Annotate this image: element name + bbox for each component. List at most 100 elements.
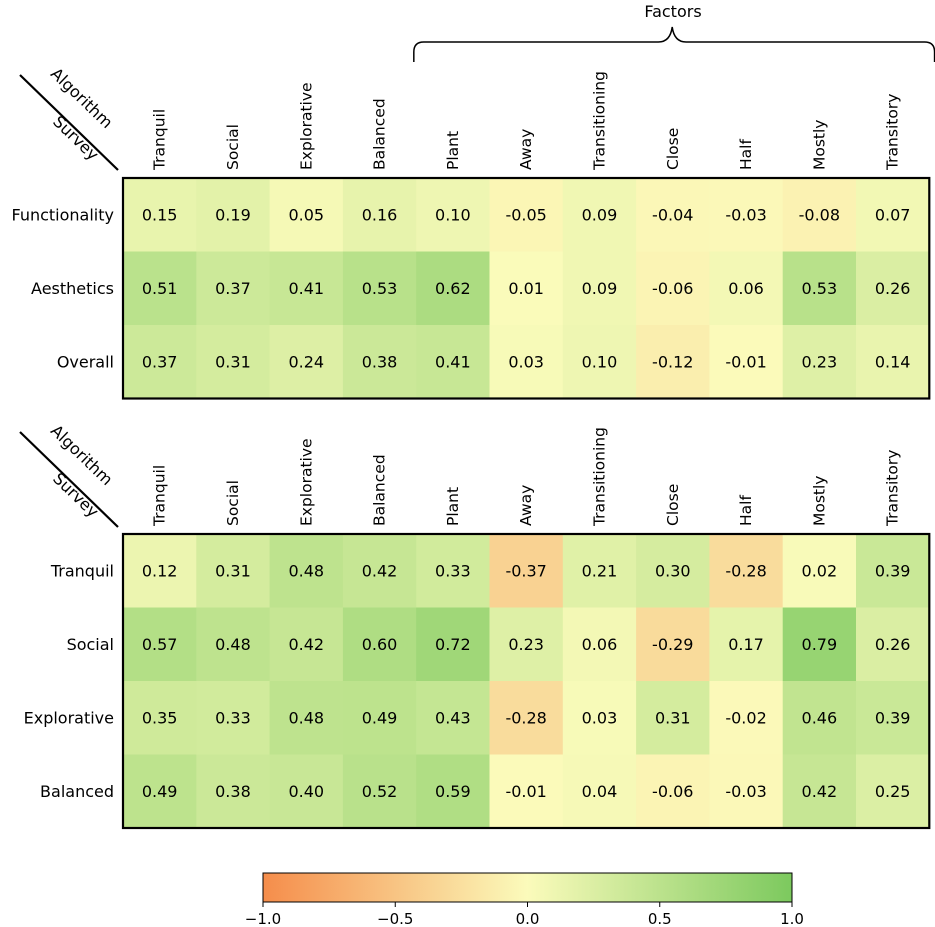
row-label: Overall <box>57 352 114 371</box>
cell-value-label: 0.25 <box>875 782 911 801</box>
heatmap-cell <box>856 607 930 682</box>
heatmap-cell <box>856 534 930 609</box>
cell-value-label: 0.03 <box>582 708 618 727</box>
heatmap-cell <box>562 534 637 609</box>
cell-value-label: 0.39 <box>875 708 911 727</box>
heatmap-cell <box>782 325 857 400</box>
cell-value-label: 0.09 <box>582 205 618 224</box>
column-label: Away <box>517 129 535 170</box>
cell-value-label: 0.31 <box>215 352 251 371</box>
heatmap-cell <box>636 681 710 756</box>
heatmap-cell <box>636 251 710 326</box>
heatmap-cell <box>123 607 197 682</box>
cell-value-label: -0.05 <box>505 205 546 224</box>
colorbar-tick-label: −1.0 <box>245 910 281 927</box>
cell-value-label: 0.38 <box>362 352 398 371</box>
column-label: Balanced <box>371 98 389 170</box>
colorbar-tick-label: 0.0 <box>516 910 540 927</box>
cell-value-label: 0.43 <box>435 708 471 727</box>
cell-value-label: 0.41 <box>288 279 324 298</box>
cell-value-label: 0.53 <box>362 279 398 298</box>
column-label: Explorative <box>297 438 315 526</box>
heatmap-cell <box>856 251 930 326</box>
heatmap-cell <box>489 325 564 400</box>
row-label: Tranquil <box>50 561 114 580</box>
heatmap-cell <box>342 534 417 609</box>
heatmap-cell <box>636 754 710 829</box>
heatmap-cell <box>709 607 784 682</box>
heatmap-cell <box>269 534 344 609</box>
row-label: Social <box>67 635 114 654</box>
cell-value-label: 0.17 <box>728 635 764 654</box>
column-label: Mostly <box>810 476 828 527</box>
cell-value-label: -0.08 <box>799 205 840 224</box>
cell-value-label: 0.46 <box>802 708 838 727</box>
cell-value-label: -0.12 <box>652 352 693 371</box>
column-label: Transitioning <box>590 427 608 527</box>
cell-value-label: -0.03 <box>725 782 766 801</box>
heatmap-cell <box>782 534 857 609</box>
heatmap-cell <box>489 178 564 253</box>
heatmap-cell <box>636 607 710 682</box>
cell-value-label: 0.16 <box>362 205 398 224</box>
column-label: Half <box>737 139 755 170</box>
cell-value-label: 0.23 <box>508 635 544 654</box>
heatmap-cell <box>782 251 857 326</box>
cell-value-label: 0.33 <box>435 561 471 580</box>
heatmap-cell <box>196 251 271 326</box>
heatmap-cell <box>709 754 784 829</box>
colorbar-gradient <box>262 872 793 903</box>
heatmap-cell <box>489 534 564 609</box>
cell-value-label: 0.15 <box>142 205 178 224</box>
cell-value-label: 0.60 <box>362 635 398 654</box>
colorbar-tick-label: 0.5 <box>648 910 672 927</box>
heatmap-cell <box>269 251 344 326</box>
cell-value-label: 0.03 <box>508 352 544 371</box>
cell-value-label: -0.01 <box>505 782 546 801</box>
cell-value-label: 0.24 <box>288 352 324 371</box>
heatmap-cell <box>196 534 271 609</box>
colorbar: −1.0 −0.5 0.0 0.5 1.0 <box>245 872 804 927</box>
heatmap-cell <box>562 251 637 326</box>
cell-value-label: 0.06 <box>582 635 618 654</box>
column-label: Mostly <box>810 120 828 171</box>
factors-title: Factors <box>644 2 701 21</box>
cell-value-label: 0.02 <box>802 561 838 580</box>
cell-value-label: -0.04 <box>652 205 693 224</box>
cell-value-label: 0.41 <box>435 352 471 371</box>
factors-bracket <box>413 26 935 62</box>
column-label: Away <box>517 485 535 526</box>
cell-value-label: 0.14 <box>875 352 911 371</box>
heatmap-cell <box>123 178 197 253</box>
cell-value-label: 0.05 <box>288 205 324 224</box>
heatmap-cell <box>782 178 857 253</box>
cell-value-label: 0.52 <box>362 782 398 801</box>
cell-value-label: -0.03 <box>725 205 766 224</box>
cell-value-label: 0.49 <box>142 782 178 801</box>
cell-value-label: -0.06 <box>652 279 693 298</box>
heatmap-cell <box>782 681 857 756</box>
column-label: Tranquil <box>151 465 169 527</box>
heatmap-cell <box>416 681 491 756</box>
diagonal-divider <box>19 431 119 528</box>
heatmap-cell <box>269 325 344 400</box>
heatmap-cell <box>782 754 857 829</box>
column-label: Balanced <box>371 454 389 526</box>
heatmap-cell <box>196 178 271 253</box>
heatmap-cell <box>123 325 197 400</box>
cell-value-label: 0.33 <box>215 708 251 727</box>
heatmap-cell <box>269 681 344 756</box>
heatmap-cell <box>416 534 491 609</box>
heatmap-cell <box>342 607 417 682</box>
heatmap-cell <box>196 681 271 756</box>
cell-value-label: 0.06 <box>728 279 764 298</box>
cell-value-label: -0.02 <box>725 708 766 727</box>
cell-value-label: -0.28 <box>725 561 766 580</box>
column-label: Tranquil <box>151 109 169 171</box>
heatmap-cell <box>709 178 784 253</box>
heatmap-cell <box>709 251 784 326</box>
cell-value-label: 0.35 <box>142 708 178 727</box>
cell-value-label: 0.09 <box>582 279 618 298</box>
heatmap-cell <box>636 534 710 609</box>
